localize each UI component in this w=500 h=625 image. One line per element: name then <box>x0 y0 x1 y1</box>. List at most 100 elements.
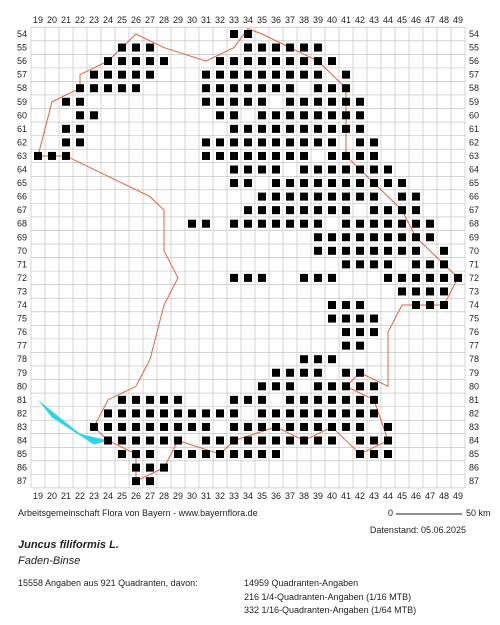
row-label: 68 <box>469 219 479 229</box>
occurrence <box>132 43 140 52</box>
occurrence <box>370 179 378 188</box>
column-label: 41 <box>341 15 351 25</box>
occurrence <box>356 192 364 201</box>
row-label: 75 <box>17 314 27 324</box>
occurrence <box>300 43 308 52</box>
row-label: 61 <box>469 124 479 134</box>
row-label: 85 <box>469 449 479 459</box>
column-label: 40 <box>327 491 337 501</box>
row-label: 59 <box>17 97 27 107</box>
occurrence <box>370 165 378 174</box>
column-label: 32 <box>215 15 225 25</box>
occurrence <box>230 151 238 160</box>
occurrence <box>370 395 378 404</box>
occurrence <box>132 436 140 445</box>
row-label: 67 <box>17 205 27 215</box>
occurrence <box>300 273 308 282</box>
occurrence <box>356 395 364 404</box>
occurrence <box>132 84 140 93</box>
occurrence <box>202 70 210 79</box>
row-label: 82 <box>469 408 479 418</box>
occurrence <box>230 219 238 228</box>
occurrence <box>384 246 392 255</box>
occurrence <box>328 355 336 364</box>
occurrence <box>314 165 322 174</box>
occurrence <box>342 328 350 337</box>
occurrence <box>370 328 378 337</box>
occurrence <box>328 436 336 445</box>
row-label: 79 <box>469 368 479 378</box>
row-label: 68 <box>17 219 27 229</box>
column-label: 41 <box>341 491 351 501</box>
column-label: 27 <box>145 491 155 501</box>
occurrence <box>258 70 266 79</box>
occurrence <box>216 409 224 418</box>
occurrence <box>412 192 420 201</box>
occurrence <box>342 260 350 269</box>
occurrence <box>174 436 182 445</box>
occurrence <box>244 151 252 160</box>
occurrence <box>356 233 364 242</box>
occurrence <box>258 219 266 228</box>
row-label: 74 <box>17 300 27 310</box>
occurrence <box>356 246 364 255</box>
occurrence <box>160 436 168 445</box>
column-label: 29 <box>173 491 183 501</box>
occurrence <box>160 57 168 66</box>
occurrence <box>244 57 252 66</box>
occurrence <box>62 124 70 133</box>
occurrence <box>132 477 140 486</box>
occurrence <box>216 151 224 160</box>
column-label: 19 <box>33 491 43 501</box>
occurrence <box>160 395 168 404</box>
occurrence <box>76 84 84 93</box>
occurrence <box>300 355 308 364</box>
occurrence <box>356 422 364 431</box>
occurrence <box>146 436 154 445</box>
row-label: 54 <box>469 29 479 39</box>
occurrence <box>356 409 364 418</box>
occurrence <box>118 450 126 459</box>
occurrence <box>328 314 336 323</box>
occurrence <box>244 124 252 133</box>
occurrence <box>314 57 322 66</box>
occurrence <box>370 151 378 160</box>
occurrence <box>300 192 308 201</box>
stats-line: 216 1/4-Quadranten-Angaben (1/16 MTB) <box>244 592 411 602</box>
occurrence <box>132 450 140 459</box>
occurrence <box>370 450 378 459</box>
occurrence <box>216 70 224 79</box>
occurrence <box>412 273 420 282</box>
occurrence <box>174 422 182 431</box>
occurrence <box>90 422 98 431</box>
occurrence <box>412 206 420 215</box>
occurrence <box>314 97 322 106</box>
column-label: 42 <box>355 15 365 25</box>
occurrence <box>328 111 336 120</box>
occurrence <box>230 179 238 188</box>
occurrence <box>146 463 154 472</box>
column-label: 24 <box>103 15 113 25</box>
occurrence <box>174 450 182 459</box>
occurrence <box>244 84 252 93</box>
occurrence <box>314 355 322 364</box>
occurrence <box>258 409 266 418</box>
occurrence <box>244 138 252 147</box>
occurrence <box>314 368 322 377</box>
occurrence <box>132 70 140 79</box>
row-label: 77 <box>17 341 27 351</box>
occurrence <box>286 138 294 147</box>
occurrence <box>300 395 308 404</box>
occurrence <box>160 422 168 431</box>
occurrence <box>342 395 350 404</box>
occurrence <box>328 301 336 309</box>
occurrence <box>76 138 84 147</box>
occurrence <box>384 233 392 242</box>
column-label: 26 <box>131 491 141 501</box>
occurrence <box>258 57 266 66</box>
occurrence <box>314 273 322 282</box>
occurrence <box>104 84 112 93</box>
column-label: 48 <box>439 491 449 501</box>
occurrence <box>202 138 210 147</box>
occurrence <box>132 409 140 418</box>
